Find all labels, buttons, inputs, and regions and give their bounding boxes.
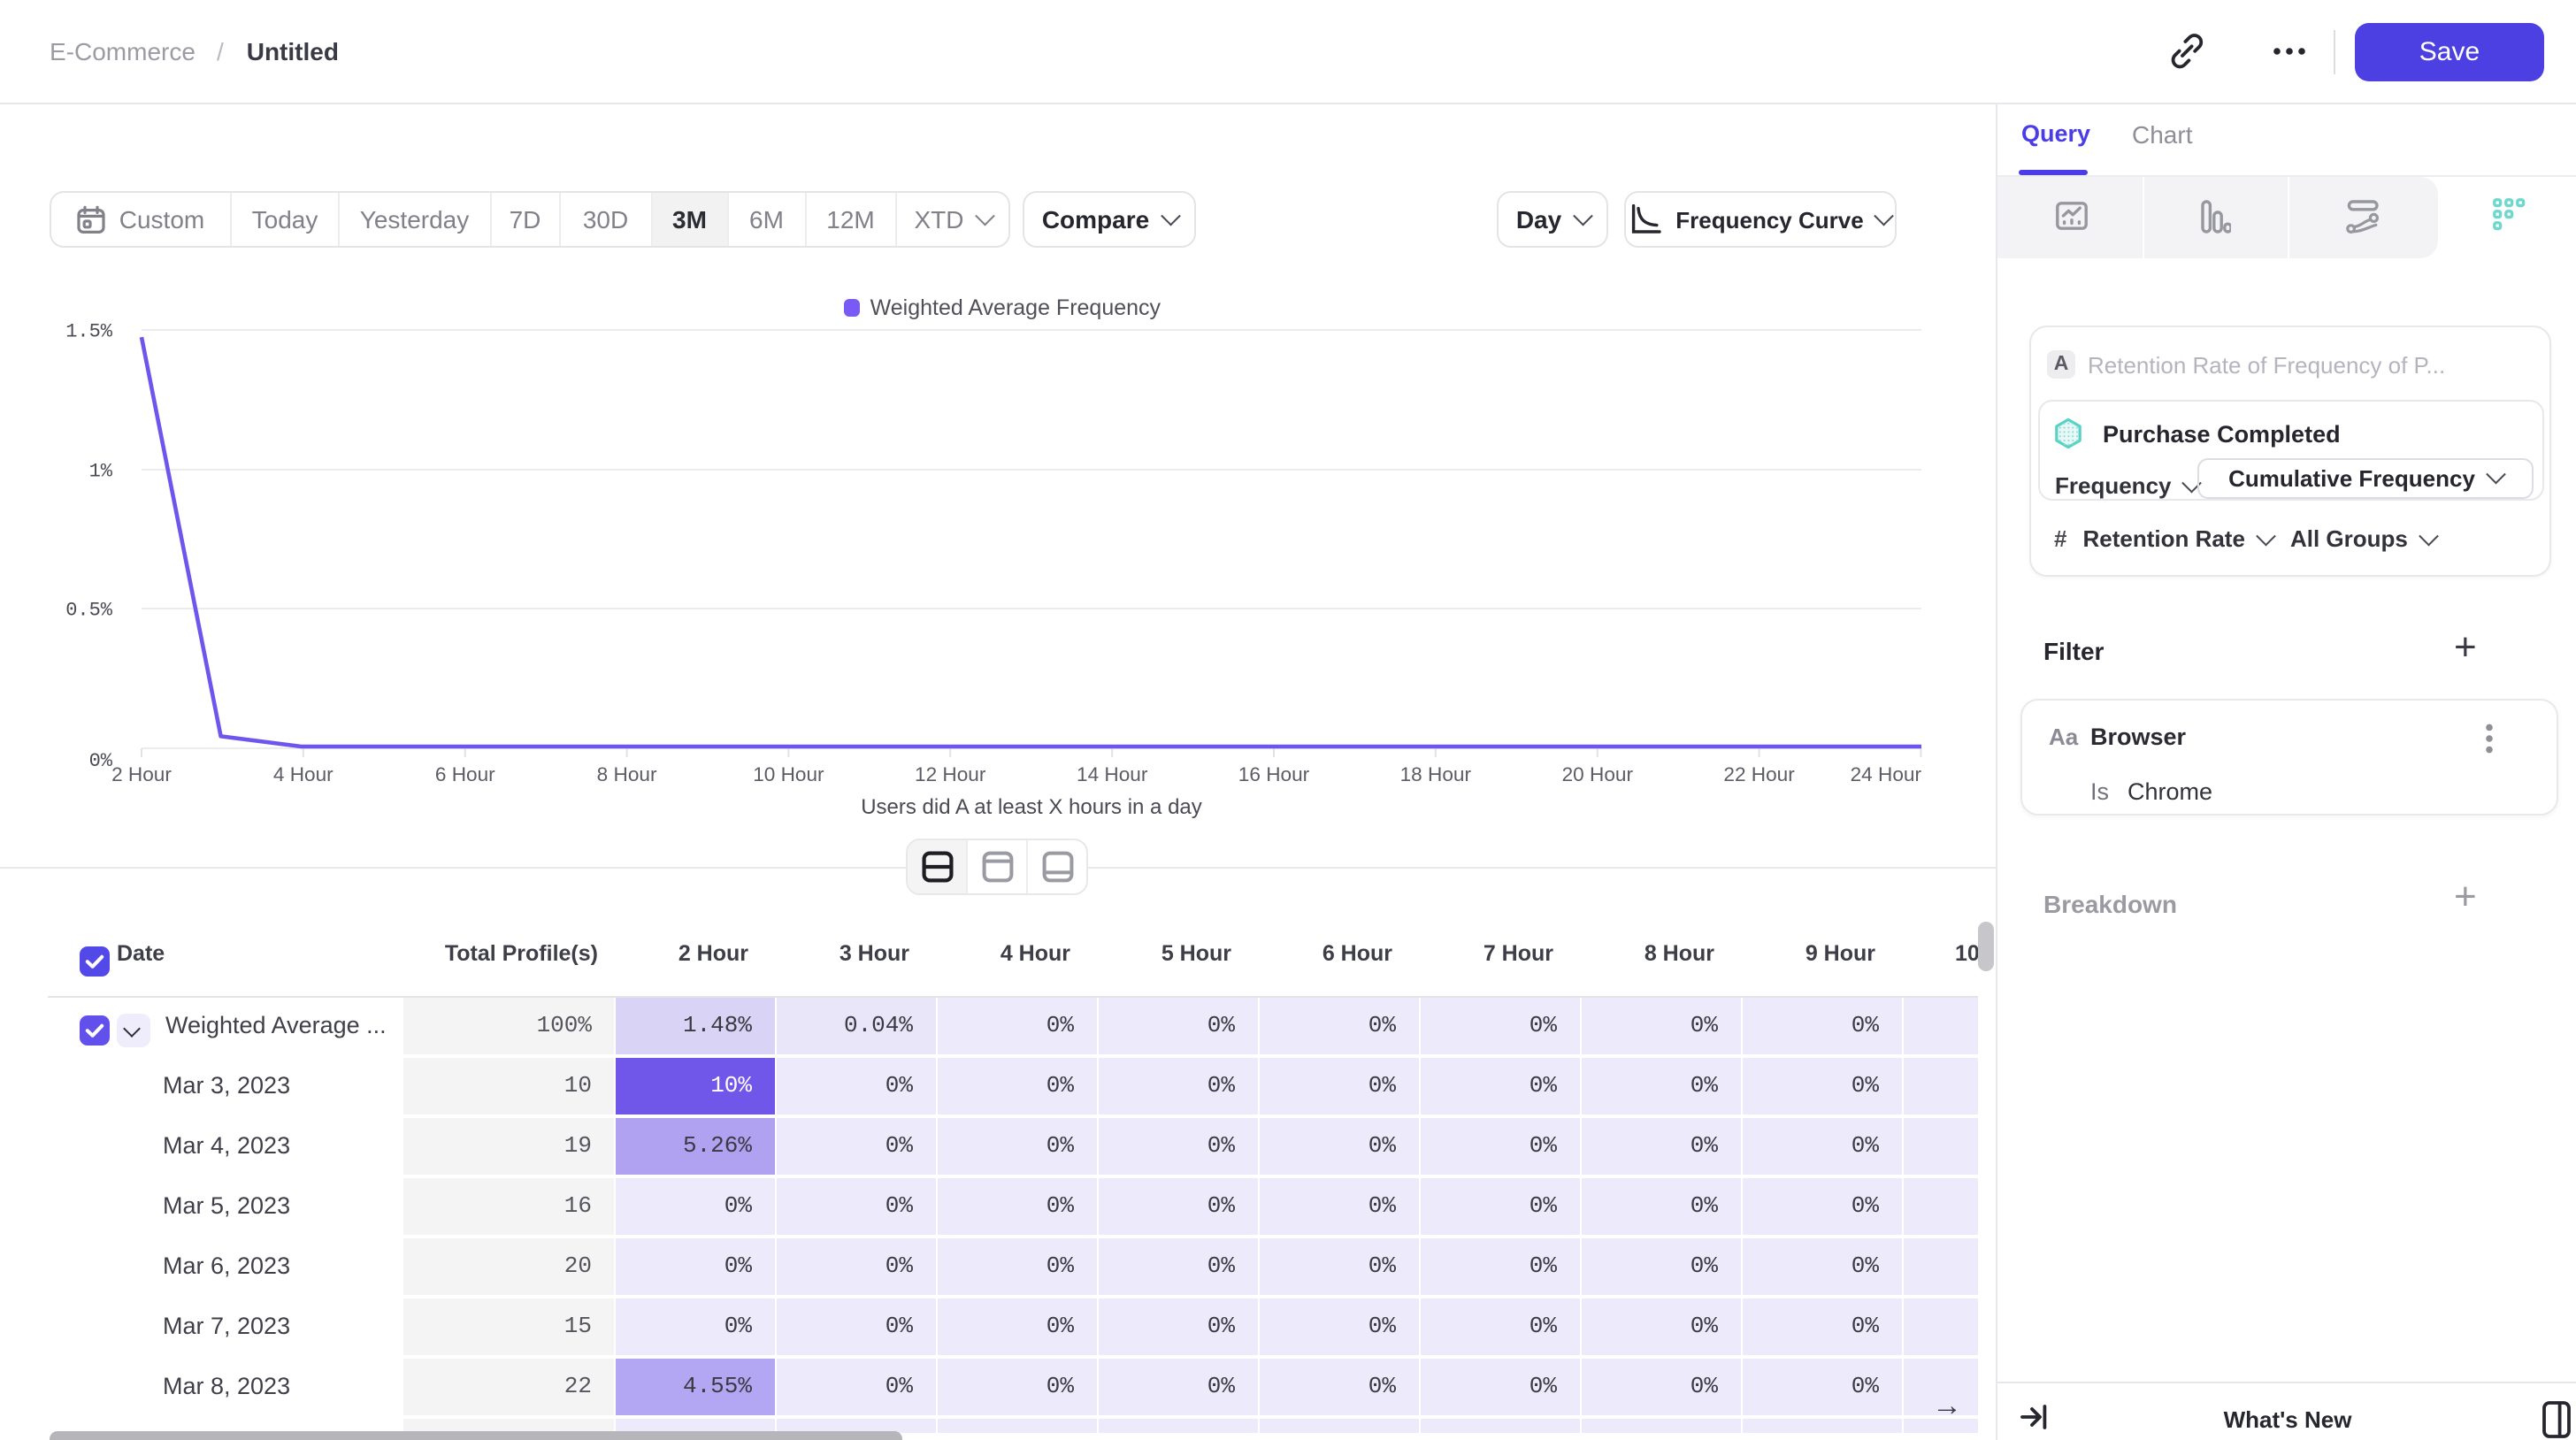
svg-text:8 Hour: 8 Hour bbox=[597, 763, 657, 785]
svg-text:22 Hour: 22 Hour bbox=[1723, 763, 1795, 785]
svg-text:1%: 1% bbox=[89, 461, 113, 483]
svg-text:16 Hour: 16 Hour bbox=[1238, 763, 1310, 785]
svg-text:14 Hour: 14 Hour bbox=[1077, 763, 1148, 785]
svg-text:0%: 0% bbox=[89, 750, 113, 772]
svg-text:1.5%: 1.5% bbox=[65, 321, 113, 343]
svg-text:0.5%: 0.5% bbox=[65, 600, 113, 622]
svg-text:6 Hour: 6 Hour bbox=[435, 763, 495, 785]
svg-text:10 Hour: 10 Hour bbox=[753, 763, 824, 785]
svg-text:18 Hour: 18 Hour bbox=[1400, 763, 1472, 785]
svg-text:4 Hour: 4 Hour bbox=[273, 763, 334, 785]
svg-text:20 Hour: 20 Hour bbox=[1562, 763, 1634, 785]
svg-text:24 Hour: 24 Hour bbox=[1851, 763, 1922, 785]
svg-text:2 Hour: 2 Hour bbox=[111, 763, 172, 785]
svg-text:12 Hour: 12 Hour bbox=[915, 763, 986, 785]
